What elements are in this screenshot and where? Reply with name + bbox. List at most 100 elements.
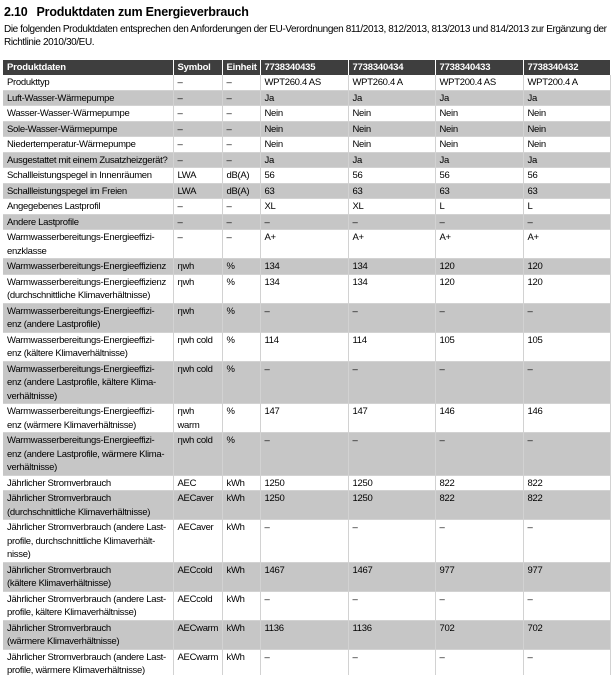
value-cell: Nein [523, 105, 611, 122]
value-cell: – [435, 591, 524, 621]
row-label: Jährlicher Stromverbrauch (wärmere Klima… [3, 620, 174, 650]
value-cell: Nein [348, 105, 436, 122]
value-cell: – [435, 649, 524, 675]
value-cell: – [260, 649, 349, 675]
value-cell: 120 [435, 258, 524, 275]
value-cell: 146 [435, 403, 524, 433]
value-cell: – [348, 649, 436, 675]
value-cell: – [523, 432, 611, 476]
column-header-7738340434: 7738340434 [348, 60, 436, 75]
value-cell: 120 [523, 274, 611, 304]
value-cell: 56 [523, 167, 611, 184]
column-header-produktdaten: Produktdaten [3, 60, 174, 75]
unit-cell: – [222, 105, 261, 122]
symbol-cell: AECcold [173, 562, 223, 592]
value-cell: L [523, 198, 611, 215]
table-row: Warmwasserbereitungs-Energieeffizi- enz … [3, 303, 611, 333]
value-cell: 114 [260, 332, 349, 362]
unit-cell: – [222, 121, 261, 137]
value-cell: Nein [523, 121, 611, 137]
section-title: Produktdaten zum Energieverbrauch [36, 5, 249, 19]
symbol-cell: AECaver [173, 519, 223, 563]
value-cell: Nein [435, 121, 524, 137]
value-cell: 977 [435, 562, 524, 592]
unit-cell: kWh [222, 649, 261, 675]
table-row: Jährlicher Stromverbrauch (andere Last- … [3, 591, 611, 621]
table-row: Warmwasserbereitungs-Energieeffizi- enz … [3, 332, 611, 362]
row-label: Niedertemperatur-Wärmepumpe [3, 136, 174, 153]
unit-cell: % [222, 432, 261, 476]
symbol-cell: ηwh [173, 258, 223, 275]
value-cell: WPT260.4 A [348, 75, 436, 91]
value-cell: 63 [260, 183, 349, 199]
unit-cell: kWh [222, 620, 261, 650]
symbol-cell: LWA [173, 167, 223, 184]
table-row: Warmwasserbereitungs-Energieeffizienz ηwh… [3, 258, 611, 275]
symbol-cell: ηwh cold [173, 361, 223, 404]
value-cell: XL [260, 198, 349, 215]
row-label: Warmwasserbereitungs-Energieeffizi- enz … [3, 303, 174, 333]
table-row: Sole-Wasser-Wärmepumpe – – Nein Nein Nein Nein [3, 121, 611, 137]
table-row: Warmwasserbereitungs-Energieeffizi- enz … [3, 403, 611, 433]
value-cell: – [348, 361, 436, 404]
value-cell: 1136 [348, 620, 436, 650]
row-label: Schallleistungspegel im Freien [3, 183, 174, 199]
table-row: Andere Lastprofile – – – – – – [3, 214, 611, 230]
symbol-cell: ηwh warm [173, 403, 223, 433]
symbol-cell: AECwarm [173, 649, 223, 675]
column-header-7738340433: 7738340433 [435, 60, 524, 75]
table-row: Jährlicher Stromverbrauch AEC kWh 1250 1250 8… [3, 475, 611, 491]
column-header-7738340435: 7738340435 [260, 60, 349, 75]
value-cell: 702 [435, 620, 524, 650]
table-header-row: Produktdaten Symbol Einheit 7738340435 77383… [3, 60, 610, 75]
symbol-cell: AECcold [173, 591, 223, 621]
value-cell: 63 [348, 183, 436, 199]
value-cell: – [435, 361, 524, 404]
symbol-cell: AEC [173, 475, 223, 491]
table-row: Jährlicher Stromverbrauch (wärmere Klima… [3, 620, 611, 650]
value-cell: – [435, 214, 524, 230]
value-cell: 120 [523, 258, 611, 275]
symbol-cell: – [173, 136, 223, 153]
row-label: Warmwasserbereitungs-Energieeffizi- enz … [3, 332, 174, 362]
row-label: Warmwasserbereitungs-Energieeffizi- enzk… [3, 229, 174, 259]
unit-cell: % [222, 403, 261, 433]
table-row: Jährlicher Stromverbrauch (durchschnittl… [3, 490, 611, 520]
unit-cell: – [222, 75, 261, 91]
value-cell: – [348, 591, 436, 621]
table-row: Ausgestattet mit einem Zusatzheizgerät? –… [3, 152, 611, 168]
value-cell: A+ [348, 229, 436, 259]
value-cell: 1250 [348, 475, 436, 491]
value-cell: – [348, 432, 436, 476]
table-row: Niedertemperatur-Wärmepumpe – – Nein Nein Nei… [3, 136, 611, 153]
value-cell: – [260, 591, 349, 621]
row-label: Warmwasserbereitungs-Energieeffizienz [3, 258, 174, 275]
unit-cell: dB(A) [222, 183, 261, 199]
value-cell: WPT200.4 A [523, 75, 611, 91]
value-cell: A+ [435, 229, 524, 259]
symbol-cell: – [173, 75, 223, 91]
value-cell: A+ [260, 229, 349, 259]
table-row: Jährlicher Stromverbrauch (kältere Klima… [3, 562, 611, 592]
value-cell: 56 [348, 167, 436, 184]
value-cell: WPT200.4 AS [435, 75, 524, 91]
unit-cell: kWh [222, 490, 261, 520]
value-cell: – [523, 303, 611, 333]
value-cell: 63 [523, 183, 611, 199]
symbol-cell: ηwh [173, 274, 223, 304]
row-label: Jährlicher Stromverbrauch (andere Last- … [3, 591, 174, 621]
value-cell: Nein [523, 136, 611, 153]
unit-cell: – [222, 214, 261, 230]
symbol-cell: – [173, 214, 223, 230]
value-cell: – [435, 432, 524, 476]
value-cell: 1467 [260, 562, 349, 592]
value-cell: Nein [348, 136, 436, 153]
value-cell: 134 [260, 274, 349, 304]
row-label: Jährlicher Stromverbrauch (andere Last- … [3, 519, 174, 563]
value-cell: A+ [523, 229, 611, 259]
value-cell: 146 [523, 403, 611, 433]
table-row: Luft-Wasser-Wärmepumpe – – Ja Ja Ja Ja [3, 90, 611, 106]
unit-cell: kWh [222, 475, 261, 491]
row-label: Ausgestattet mit einem Zusatzheizgerät? [3, 152, 174, 168]
